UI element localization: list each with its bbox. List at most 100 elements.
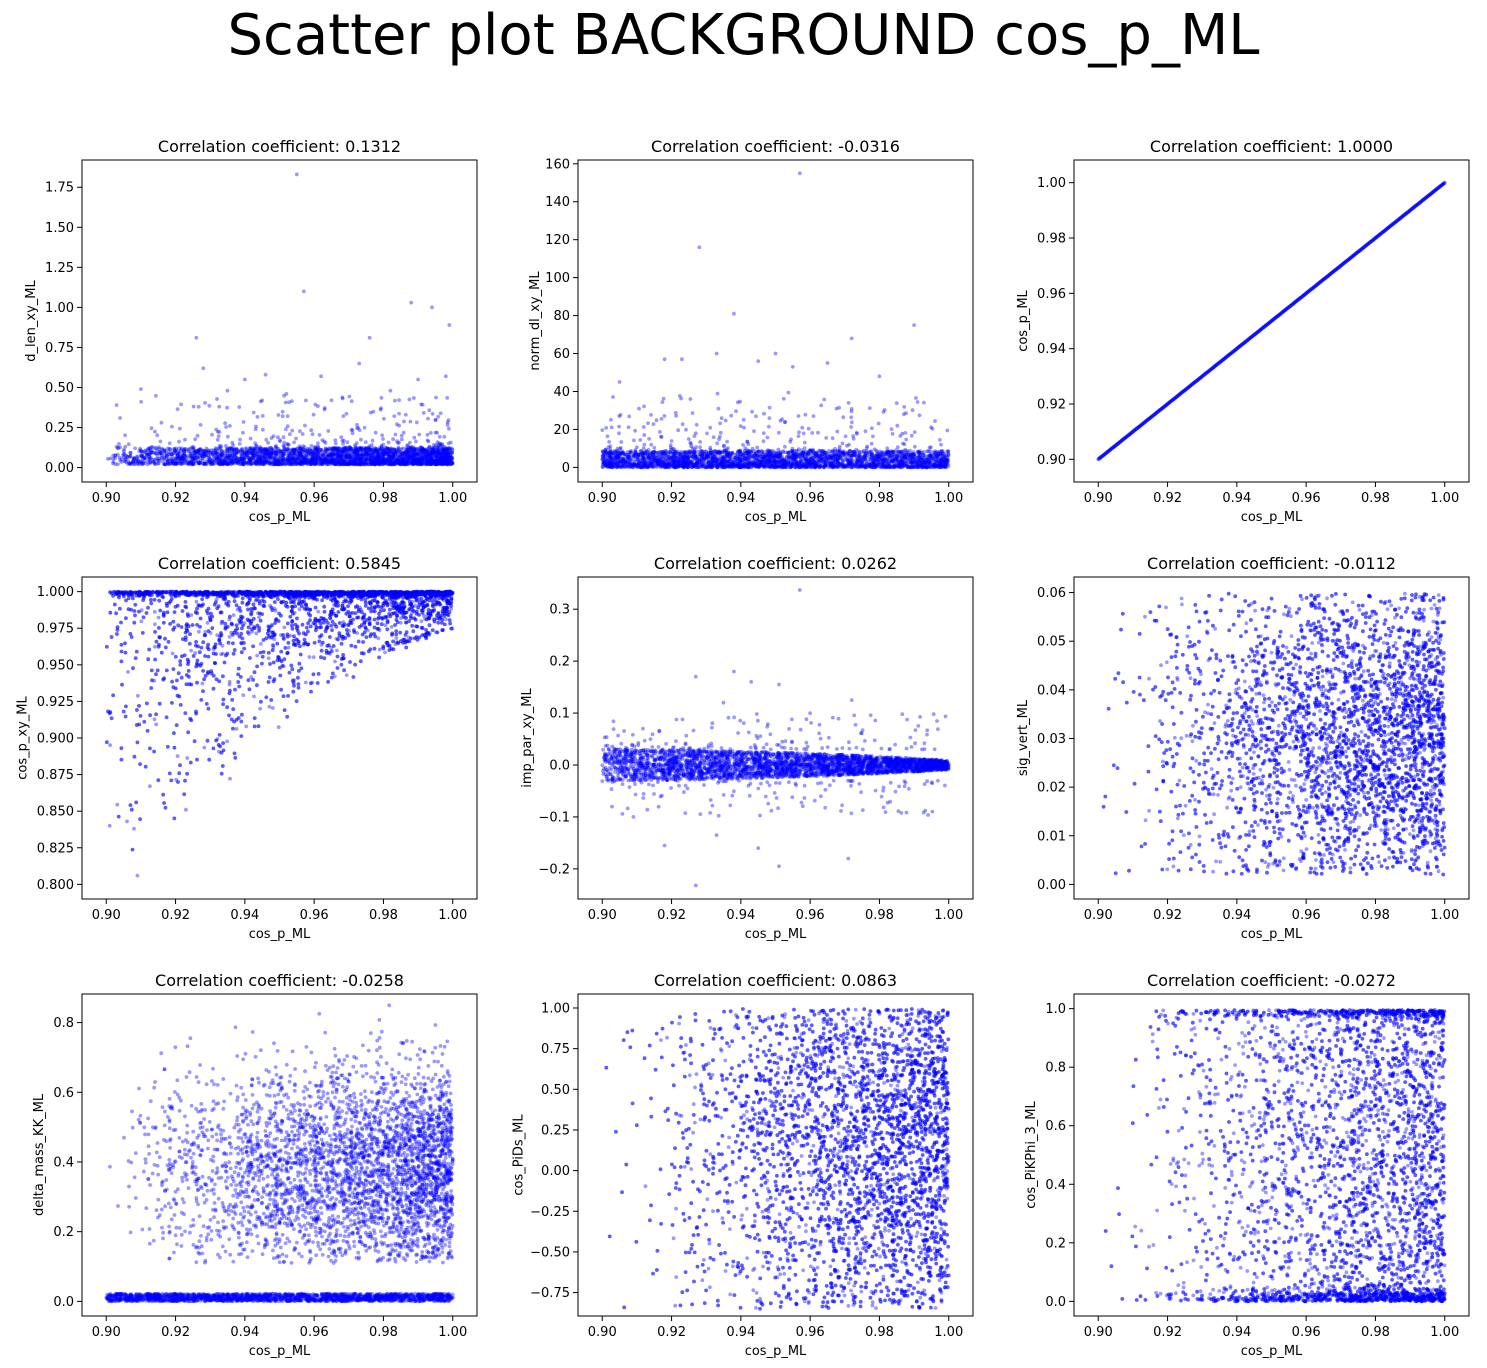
data-point <box>348 461 352 466</box>
data-point <box>297 453 302 458</box>
data-point <box>447 323 452 327</box>
data-point <box>264 451 268 456</box>
data-point <box>223 460 227 464</box>
data-point <box>248 458 252 463</box>
data-point <box>298 461 302 466</box>
data-point <box>405 450 410 455</box>
data-point <box>355 454 360 458</box>
data-point <box>447 426 451 431</box>
data-point <box>430 457 434 461</box>
data-point <box>276 462 281 467</box>
data-point <box>264 456 269 461</box>
data-point <box>434 462 439 466</box>
data-point <box>191 458 196 463</box>
data-point <box>237 442 242 446</box>
data-point <box>341 460 346 465</box>
data-point <box>220 462 225 467</box>
data-point <box>417 432 422 437</box>
data-point <box>416 460 421 465</box>
data-point <box>238 437 242 442</box>
data-point <box>277 456 281 460</box>
data-point <box>154 393 158 398</box>
data-point <box>359 458 364 462</box>
data-point <box>146 452 151 457</box>
data-point <box>285 447 289 452</box>
data-point <box>127 461 132 466</box>
data-point <box>117 442 121 446</box>
data-point <box>323 458 328 462</box>
data-point <box>311 458 315 462</box>
data-point <box>325 447 330 452</box>
data-point <box>412 450 417 455</box>
data-point <box>386 458 391 463</box>
data-point <box>276 447 281 451</box>
data-point <box>373 430 378 435</box>
data-point <box>429 456 434 460</box>
data-point <box>353 455 358 459</box>
data-point <box>375 457 380 462</box>
data-point <box>179 402 184 407</box>
data-point <box>174 446 178 451</box>
data-point <box>302 457 307 462</box>
data-point <box>273 446 278 451</box>
data-point <box>203 448 208 453</box>
data-point <box>358 458 363 462</box>
data-point <box>443 374 448 379</box>
data-point <box>253 459 257 464</box>
data-point <box>389 462 394 467</box>
data-point <box>336 448 340 453</box>
data-point <box>156 458 161 463</box>
data-point <box>288 432 292 437</box>
data-point <box>193 437 198 442</box>
data-point <box>241 462 246 467</box>
data-point <box>443 460 447 465</box>
data-point <box>328 446 333 451</box>
data-point <box>450 451 454 455</box>
data-point <box>353 447 358 452</box>
data-point <box>188 456 193 460</box>
data-point <box>265 447 270 452</box>
data-point <box>297 461 301 465</box>
data-point <box>409 445 413 450</box>
data-point <box>252 453 257 458</box>
data-point <box>369 443 374 447</box>
data-point <box>177 455 181 460</box>
data-point <box>182 461 187 465</box>
data-point <box>275 449 280 454</box>
data-point <box>364 446 369 451</box>
data-point <box>347 394 352 399</box>
data-point <box>397 411 401 416</box>
data-point <box>269 450 274 455</box>
data-point <box>135 455 140 460</box>
data-point <box>240 460 245 464</box>
data-point <box>225 388 230 393</box>
data-point <box>313 462 317 466</box>
data-point <box>321 460 325 465</box>
data-point <box>210 460 215 465</box>
data-point <box>446 458 450 462</box>
data-point <box>403 449 408 454</box>
data-point <box>406 460 411 465</box>
data-point <box>294 436 298 441</box>
data-point <box>124 454 129 459</box>
data-point <box>240 462 245 467</box>
data-point <box>287 462 292 467</box>
data-point <box>386 456 390 461</box>
data-point <box>373 460 378 464</box>
data-point <box>434 462 439 466</box>
data-point <box>448 440 453 445</box>
data-point <box>427 450 432 455</box>
data-point <box>269 436 274 440</box>
data-point <box>177 458 182 463</box>
data-point <box>208 457 212 462</box>
data-point <box>340 454 344 459</box>
data-point <box>397 459 401 464</box>
data-point <box>428 431 433 435</box>
data-point <box>156 461 161 465</box>
data-point <box>352 455 357 460</box>
data-point <box>358 462 363 466</box>
data-point <box>404 457 409 462</box>
data-point <box>138 446 143 451</box>
data-point <box>251 410 256 415</box>
data-point <box>431 449 436 454</box>
